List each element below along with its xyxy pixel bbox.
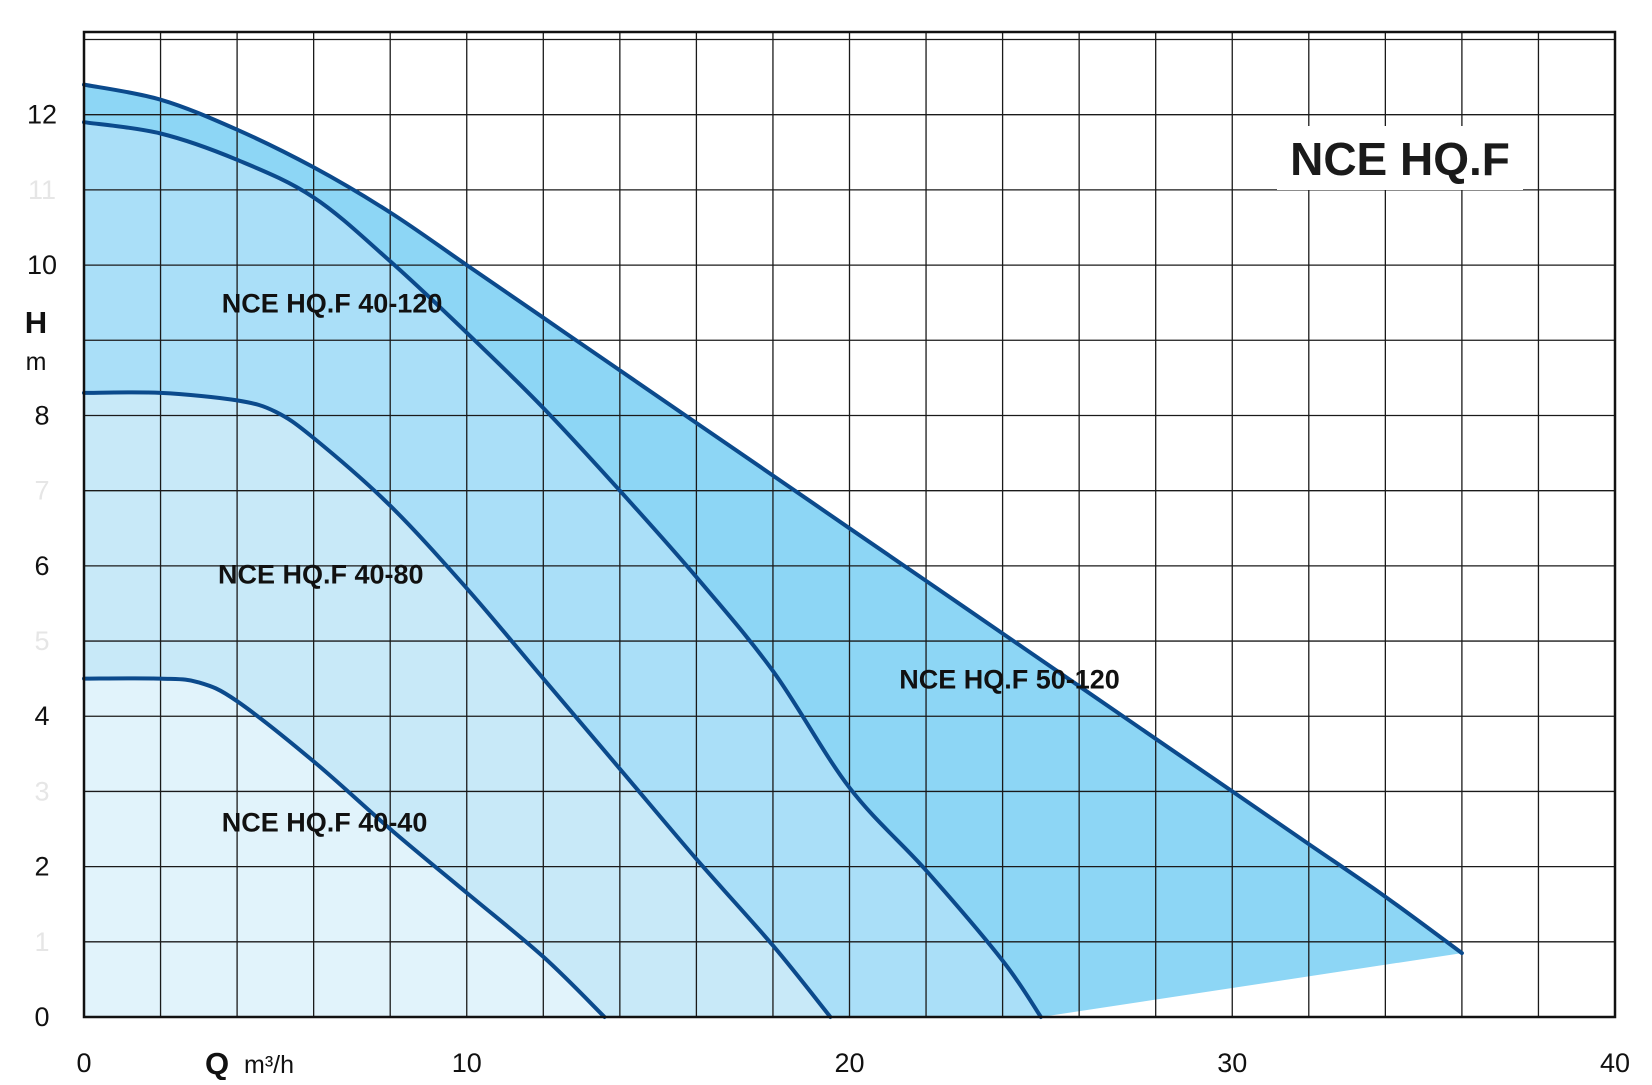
y-tick-label: 10: [27, 250, 57, 280]
x-axis-label: Q m³/h: [205, 1046, 294, 1081]
x-axis-unit: m³/h: [244, 1051, 294, 1079]
series-label-nce-hq-f-50-120: NCE HQ.F 50-120: [899, 665, 1120, 695]
x-tick-label: 20: [834, 1048, 864, 1078]
chart-title-background: [1277, 126, 1523, 190]
performance-curves: [82, 82, 1464, 1019]
y-axis-unit: m: [26, 348, 47, 376]
y-tick-label: 6: [34, 551, 49, 581]
series-labels: NCE HQ.F 40-40 NCE HQ.F 40-80 NCE HQ.F 40-…: [218, 289, 1120, 838]
plot-frame: [82, 30, 1617, 1019]
curve-nce-hq-f-50-120: [82, 82, 1464, 956]
series-label-nce-hq-f-40-120: NCE HQ.F 40-120: [222, 289, 443, 319]
y-tick-label: 3: [34, 776, 49, 806]
y-tick-label: 2: [34, 852, 49, 882]
chart-title-group: NCE HQ.F: [1277, 126, 1523, 190]
y-axis-label: H m: [25, 305, 47, 376]
y-tick-label: 12: [27, 100, 57, 130]
series-label-nce-hq-f-40-40: NCE HQ.F 40-40: [222, 808, 428, 838]
y-tick-label: 8: [34, 400, 49, 430]
y-tick-label: 0: [34, 1002, 49, 1032]
y-tick-label: 11: [28, 175, 56, 205]
y-tick-label: 5: [34, 626, 49, 656]
x-tick-labels: 0 10 20 30 40: [76, 1048, 1630, 1078]
y-tick-label: 7: [34, 476, 49, 506]
curve-nce-hq-f-40-40: [82, 676, 607, 1019]
curve-nce-hq-f-40-120: [82, 120, 1043, 1019]
y-tick-label: 4: [34, 701, 49, 731]
y-tick-label: 1: [34, 927, 49, 957]
x-tick-label: 40: [1600, 1048, 1630, 1078]
area-nce-hq-f-40-40: [84, 678, 605, 1017]
x-tick-label: 0: [76, 1048, 91, 1078]
series-label-nce-hq-f-40-80: NCE HQ.F 40-80: [218, 559, 424, 589]
x-tick-label: 30: [1217, 1048, 1247, 1078]
x-axis-title: Q: [205, 1046, 229, 1080]
x-tick-label: 10: [452, 1048, 482, 1078]
curve-nce-hq-f-40-80: [82, 390, 833, 1019]
chart-title: NCE HQ.F: [1290, 133, 1510, 185]
y-axis-title: H: [25, 305, 47, 340]
grid-lines: [83, 32, 1616, 1018]
